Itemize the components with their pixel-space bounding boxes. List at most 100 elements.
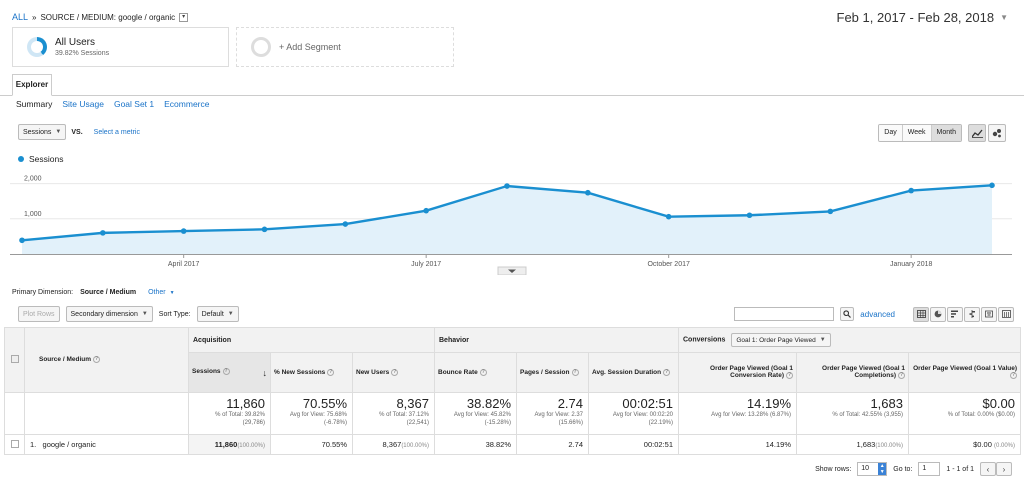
- row-goal-conv-rate: 14.19%: [678, 434, 797, 455]
- breadcrumb: ALL » SOURCE / MEDIUM: google / organic …: [12, 12, 189, 22]
- stepper-icon: ▲ ▼: [878, 463, 887, 475]
- select-all-checkbox[interactable]: [10, 355, 19, 363]
- motion-chart-icon[interactable]: [988, 124, 1006, 142]
- term-cloud-icon[interactable]: [981, 306, 997, 322]
- chart-legend: Sessions: [18, 154, 64, 164]
- subtab-site-usage[interactable]: Site Usage: [62, 99, 104, 109]
- data-point: [665, 213, 672, 220]
- vs-label: VS.: [71, 128, 83, 136]
- col-bounce-rate[interactable]: Bounce Rate?: [434, 352, 517, 393]
- total-sessions: 11,860% of Total: 39.82% (29,786): [188, 392, 271, 435]
- primary-dimension-other[interactable]: Other: [148, 289, 166, 296]
- comparison-view-icon[interactable]: [964, 306, 980, 322]
- tab-explorer[interactable]: Explorer: [12, 74, 52, 96]
- col-goal-value-label: Order Page Viewed (Goal 1 Value): [913, 365, 1018, 373]
- search-icon[interactable]: [840, 307, 855, 321]
- row-bounce-rate: 38.82%: [434, 434, 517, 455]
- y-tick-label: 1,000: [24, 211, 42, 218]
- metric-controls: Sessions ▼ VS. Select a metric: [18, 124, 140, 140]
- chevron-down-icon: ▼: [141, 311, 148, 317]
- secondary-dimension-select[interactable]: Secondary dimension ▼: [65, 306, 153, 322]
- prev-page-icon[interactable]: ‹: [980, 462, 996, 476]
- sort-type-select[interactable]: Default ▼: [196, 306, 239, 322]
- add-segment-ring-icon: [251, 37, 271, 57]
- row-checkbox[interactable]: [10, 439, 19, 448]
- chevron-down-icon: ▼: [169, 289, 175, 296]
- subtab-summary[interactable]: Summary: [16, 99, 53, 109]
- col-goal-conv-rate[interactable]: Order Page Viewed (Goal 1 Conversion Rat…: [678, 352, 797, 393]
- totals-row: 11,860% of Total: 39.82% (29,786) 70.55% A…: [4, 392, 1022, 435]
- col-new-users[interactable]: New Users?: [352, 352, 435, 393]
- chevron-down-icon: [508, 269, 516, 273]
- col-goal-completions-label: Order Page Viewed (Goal 1 Completions): [822, 365, 905, 380]
- pie-view-icon[interactable]: [930, 306, 946, 322]
- row-goal-completions-pct: (100.00%): [875, 443, 903, 449]
- col-goal-completions[interactable]: Order Page Viewed (Goal 1 Completions)?: [796, 352, 909, 393]
- date-range-text: Feb 1, 2017 - Feb 28, 2018: [836, 10, 995, 25]
- x-tick-label: October 2017: [647, 261, 690, 268]
- total-bounce-rate: 38.82% Avg for View: 45.82% (-15.28%): [434, 392, 517, 435]
- sort-desc-icon: ↓: [262, 367, 268, 378]
- sort-type-value: Default: [201, 310, 224, 318]
- y-tick-label: 2,000: [24, 176, 42, 183]
- performance-view-icon[interactable]: [947, 306, 963, 322]
- col-new-sessions-label: % New Sessions: [274, 369, 326, 377]
- row-index: 1.: [30, 440, 37, 449]
- data-table: Source / Medium? Acquisition Behavior Co…: [4, 327, 1022, 455]
- x-tick-label: April 2017: [168, 261, 200, 268]
- segment-ring-icon: [27, 37, 47, 57]
- plot-rows-button[interactable]: Plot Rows: [18, 306, 60, 322]
- metric-select[interactable]: Sessions ▼: [18, 124, 67, 140]
- granularity-month[interactable]: Month: [931, 125, 961, 141]
- col-avg-duration[interactable]: Avg. Session Duration?: [588, 352, 679, 393]
- select-metric-link[interactable]: Select a metric: [93, 128, 140, 136]
- col-pages-session-label: Pages / Session: [520, 369, 570, 377]
- table-row: 1. google / organic 11,860(100.00%) 70.5…: [4, 434, 1022, 455]
- dimension-header[interactable]: Source / Medium?: [24, 327, 189, 393]
- total-new-users: 8,367% of Total: 37.12% (22,541): [352, 392, 435, 435]
- chevron-down-icon: ▼: [819, 337, 826, 343]
- chevron-down-icon[interactable]: ▾: [179, 12, 189, 22]
- table-search-input[interactable]: [734, 307, 835, 321]
- next-page-icon[interactable]: ›: [996, 462, 1012, 476]
- col-sessions[interactable]: Sessions? ↓: [188, 352, 271, 393]
- help-icon: ?: [786, 372, 793, 380]
- table-toolbar: Plot Rows Secondary dimension ▼ Sort Type…: [18, 305, 1014, 323]
- table-view-icon[interactable]: [913, 306, 929, 322]
- goto-input[interactable]: 1: [918, 462, 941, 476]
- tab-divider: [0, 95, 1024, 96]
- chevron-down-icon: ▼: [1000, 13, 1008, 22]
- pivot-view-icon[interactable]: [998, 306, 1014, 322]
- advanced-filter-link[interactable]: advanced: [860, 309, 895, 319]
- help-icon: ?: [479, 368, 487, 376]
- help-icon: ?: [391, 368, 399, 376]
- row-new-users-pct: (100.00%): [401, 443, 429, 449]
- page-range: 1 - 1 of 1: [946, 465, 974, 473]
- date-range-picker[interactable]: Feb 1, 2017 - Feb 28, 2018 ▼: [837, 10, 1008, 25]
- total-new-sessions: 70.55% Avg for View: 75.68% (-6.78%): [270, 392, 353, 435]
- granularity-day[interactable]: Day: [879, 125, 903, 141]
- goal-select-value: Goal 1: Order Page Viewed: [736, 336, 816, 344]
- line-chart-icon[interactable]: [968, 124, 986, 142]
- subtab-goal-set-1[interactable]: Goal Set 1: [113, 99, 155, 109]
- col-new-sessions[interactable]: % New Sessions?: [270, 352, 353, 393]
- add-segment-button[interactable]: + Add Segment: [236, 27, 454, 67]
- row-dimension-link[interactable]: google / organic: [42, 440, 96, 449]
- subtab-ecommerce[interactable]: Ecommerce: [164, 99, 210, 109]
- pagination: Show rows: 10 ▲ ▼ Go to: 1 1 - 1 of 1 ‹ ›: [815, 462, 1012, 476]
- help-icon: ?: [222, 367, 230, 375]
- col-pages-session[interactable]: Pages / Session?: [516, 352, 589, 393]
- segment-all-users[interactable]: All Users 39.82% Sessions: [12, 27, 229, 67]
- x-tick-label: January 2018: [890, 261, 933, 268]
- row-new-sessions: 70.55%: [270, 434, 353, 455]
- row-avg-duration: 00:02:51: [588, 434, 679, 455]
- goal-select[interactable]: Goal 1: Order Page Viewed ▼: [731, 333, 831, 347]
- show-rows-select[interactable]: 10 ▲ ▼: [857, 462, 888, 476]
- row-pages-session: 2.74: [516, 434, 589, 455]
- granularity-week[interactable]: Week: [902, 125, 932, 141]
- breadcrumb-all-link[interactable]: ALL: [12, 12, 29, 22]
- chevron-down-icon: ▼: [227, 311, 234, 317]
- col-goal-value[interactable]: Order Page Viewed (Goal 1 Value)?: [907, 352, 1022, 393]
- primary-dimension-value: Source / Medium: [80, 289, 137, 296]
- data-point: [908, 187, 914, 194]
